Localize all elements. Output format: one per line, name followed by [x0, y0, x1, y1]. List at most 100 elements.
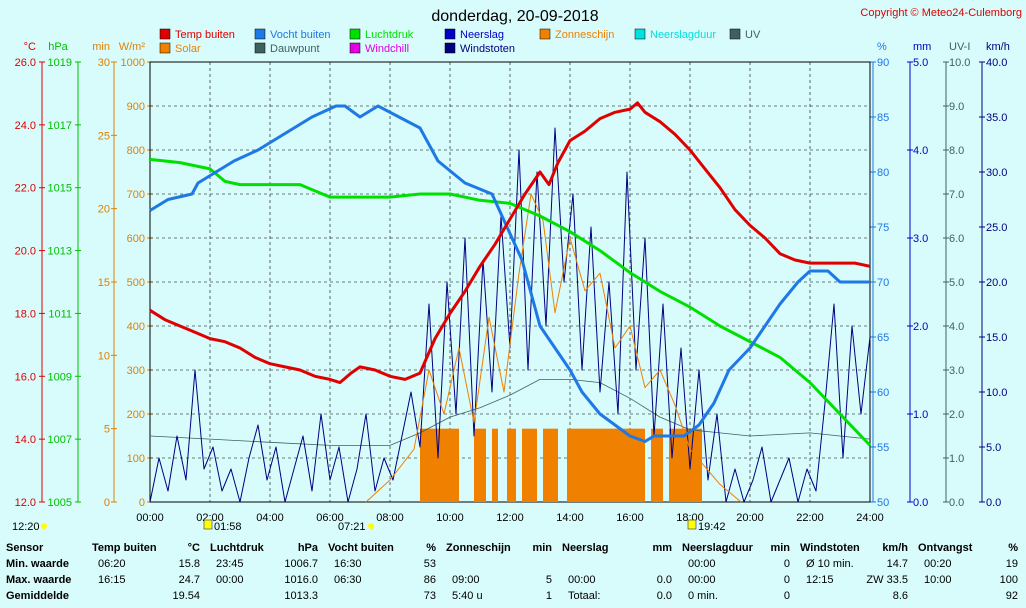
stats-header: Vocht buiten% [328, 540, 440, 556]
stats-value: 0 [783, 558, 790, 570]
sunrise-label: 01:58 [214, 521, 242, 533]
stats-row: Ø 10 min. 14.7 [800, 556, 912, 572]
stats-column: Sensor Min. waarde Max. waarde Gemiddelde [6, 540, 88, 608]
stats-row-label: Max. waarde [6, 574, 72, 586]
stats-column: Neerslag mm 00:00 0.0 Totaal: 0.0 [562, 540, 676, 608]
axis-tick-label: 70 [877, 277, 889, 289]
stats-header-unit: °C [187, 542, 200, 554]
axis-tick-label: 75 [877, 222, 889, 234]
x-tick-label: 04:00 [256, 512, 284, 524]
stats-time: 06:30 [334, 574, 362, 586]
axis-tick-label: 40.0 [986, 57, 1007, 69]
stats-header-unit: % [426, 542, 436, 554]
stats-time [328, 590, 334, 602]
axis-tick-label: 5.0 [949, 277, 964, 289]
axis-tick-label: 600 [127, 233, 145, 245]
sunshine-bar [669, 428, 702, 502]
axis-tick-label: 6.0 [949, 233, 964, 245]
sunshine-bar [543, 428, 558, 502]
stats-header: Temp buiten °C [92, 540, 204, 556]
stats-value: 0.0 [656, 574, 672, 586]
axis-tick-label: 0.0 [949, 497, 964, 509]
x-tick-label: 12:00 [496, 512, 524, 524]
legend-label: Luchtdruk [365, 29, 414, 41]
series-dauwpunt [149, 378, 871, 446]
stats-value: 100 [999, 574, 1018, 586]
axis-tick-label: 3.0 [949, 365, 964, 377]
stats-row: 00:00 1016.0 [210, 572, 322, 588]
stats-header: Luchtdruk hPa [210, 540, 322, 556]
x-tick-label: 14:00 [556, 512, 584, 524]
axis-tick-label: 26.0 [15, 57, 36, 69]
legend-label: Neerslagduur [650, 29, 716, 41]
stats-value: 19 [1005, 558, 1018, 570]
axis-tick-label: 10 [98, 350, 110, 362]
axis-tick-label: 8.0 [949, 145, 964, 157]
axis-tick-label: 1017 [48, 120, 72, 132]
axis-tick-label: 1.0 [913, 409, 928, 421]
axis-tick-label: 22.0 [15, 183, 36, 195]
start-time-label: 12:20 [12, 521, 40, 533]
stats-time [562, 558, 568, 570]
stats-header-title: Sensor [6, 542, 44, 554]
axis-tick-label: 10.0 [986, 387, 1007, 399]
stats-value: 0 [783, 574, 790, 586]
legend-label: Windchill [365, 43, 409, 55]
axis-unit: hPa [48, 41, 68, 53]
axis-tick-label: 300 [127, 365, 145, 377]
stats-time [800, 590, 806, 602]
time-markers: 12:20 01:58 07:21 19:42 [12, 519, 726, 533]
axis-tick-label: 24.0 [15, 120, 36, 132]
copyright: Copyright © Meteo24-Culemborg [860, 7, 1022, 19]
axis-tick-label: 55 [877, 442, 889, 454]
stats-value: 24.7 [178, 574, 200, 586]
legend-swatch [254, 42, 266, 54]
sunshine-bar [474, 428, 486, 502]
stats-header: Ontvangst% [918, 540, 1022, 556]
axis-tick-label: 90 [877, 57, 889, 69]
stats-header: Windstoten km/h [800, 540, 912, 556]
stats-value: 53 [423, 558, 436, 570]
stats-header-title: Temp buiten [92, 542, 157, 554]
legend-label: Windstoten [460, 43, 515, 55]
stats-column: Luchtdruk hPa 23:45 1006.7 00:00 1016.0 1013.3 [210, 540, 322, 608]
stats-column: Temp buiten °C 06:20 15.8 16:15 24.7 19.54 [92, 540, 204, 608]
sunshine-bar [651, 428, 663, 502]
x-tick-label: 06:00 [316, 512, 344, 524]
legend-swatch [159, 42, 171, 54]
axis-tick-label: 400 [127, 321, 145, 333]
x-tick-label: 24:00 [856, 512, 884, 524]
axis-tick-label: 10.0 [949, 57, 970, 69]
legend-swatch [159, 28, 171, 40]
stats-row: 00:00 0.0 [562, 572, 676, 588]
series-solar [365, 193, 742, 503]
stats-time [446, 558, 452, 570]
axis-tick-label: 3.0 [913, 233, 928, 245]
stats-row: 1013.3 [210, 588, 322, 604]
axis-tick-label: 20.0 [15, 246, 36, 258]
sunshine-bar [567, 428, 645, 502]
axis-tick-label: 30 [98, 57, 110, 69]
x-tick-label: 18:00 [676, 512, 704, 524]
stats-time: 06:20 [98, 558, 126, 570]
axis-tick-label: 5.0 [913, 57, 928, 69]
stats-time: 23:45 [216, 558, 244, 570]
x-tick-label: 08:00 [376, 512, 404, 524]
axis-tick-label: 100 [127, 453, 145, 465]
sunshine-bar [507, 428, 516, 502]
stats-table: Sensor Min. waarde Max. waarde Gemiddelde Te… [0, 540, 1026, 608]
axis-tick-label: 1.0 [949, 453, 964, 465]
legend-swatch [444, 42, 456, 54]
x-tick-label: 16:00 [616, 512, 644, 524]
axis-unit: UV-I [949, 41, 970, 53]
stats-row: 00:20 19 [918, 556, 1022, 572]
axis-tick-label: 0.0 [913, 497, 928, 509]
sunshine-bars [420, 428, 702, 502]
stats-value: 1013.3 [284, 590, 318, 602]
stats-row: 00:00 0 [682, 556, 794, 572]
stats-row: 16:30 53 [328, 556, 440, 572]
sunrise-icon [203, 519, 213, 530]
sunset-icon [687, 519, 697, 530]
x-tick-label: 22:00 [796, 512, 824, 524]
stats-header: Neerslagduur min [682, 540, 794, 556]
